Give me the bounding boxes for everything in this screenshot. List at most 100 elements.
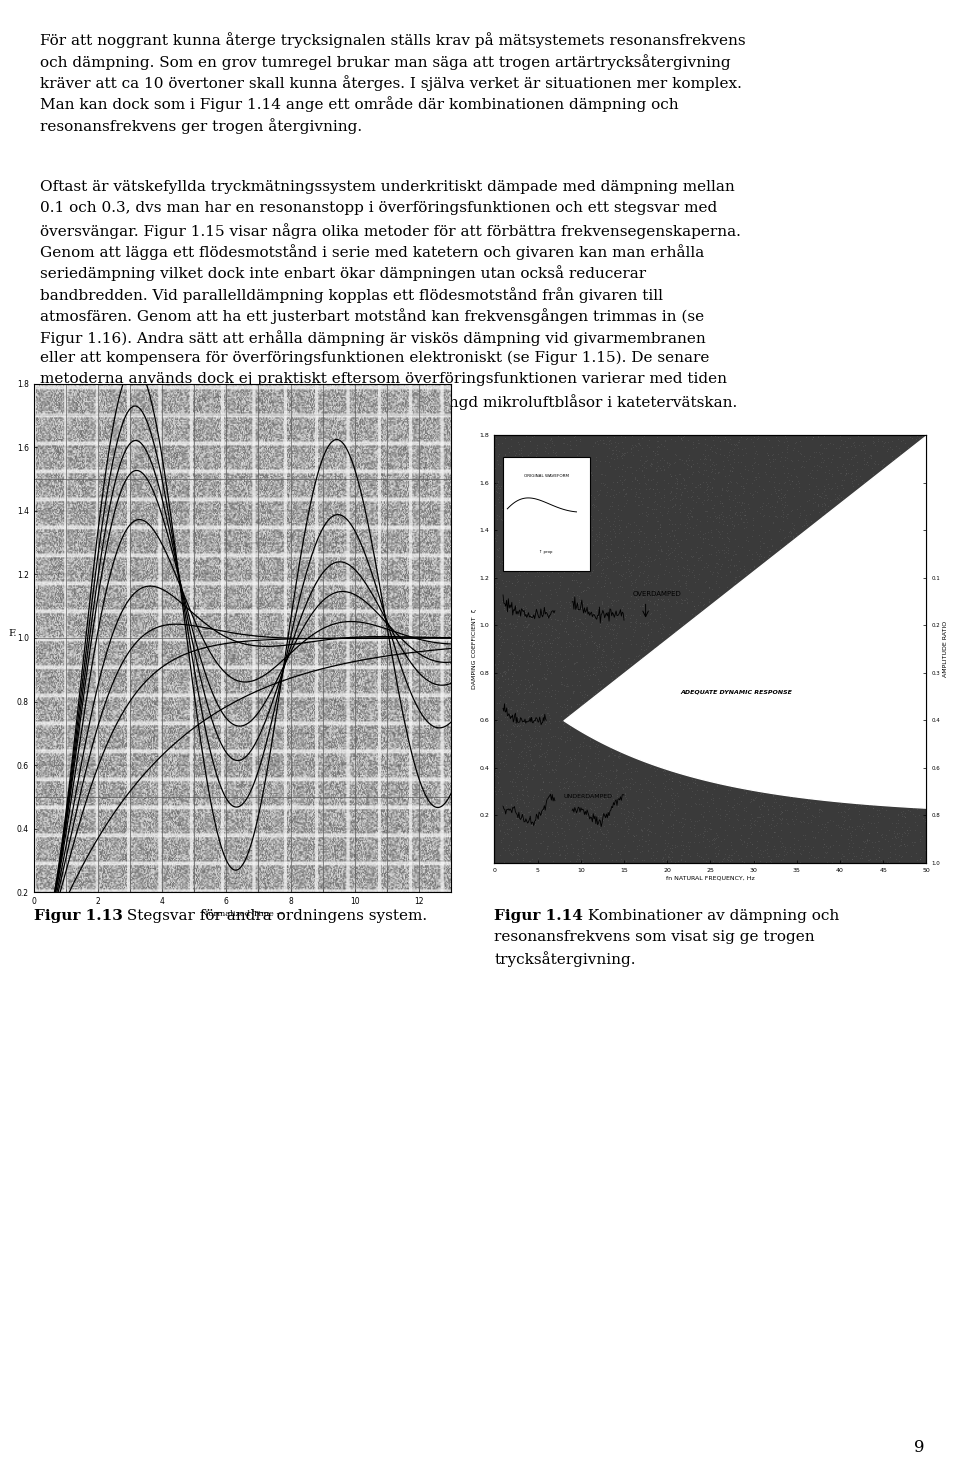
Point <box>660 816 676 839</box>
Point <box>709 560 725 584</box>
Point <box>747 560 762 584</box>
Point <box>791 534 806 558</box>
Point <box>542 435 558 459</box>
Point <box>640 823 656 847</box>
Point <box>784 652 800 676</box>
Point <box>898 478 913 502</box>
Point <box>765 442 780 466</box>
Point <box>797 541 812 565</box>
Point <box>772 701 787 724</box>
Point <box>848 681 863 705</box>
Point <box>526 690 541 714</box>
Point <box>674 650 689 674</box>
Point <box>516 711 531 735</box>
Point <box>636 553 652 577</box>
Point <box>790 827 805 851</box>
Point <box>587 848 602 872</box>
Point <box>692 472 708 496</box>
Point <box>765 462 780 485</box>
Point <box>722 653 737 677</box>
Point <box>856 738 872 761</box>
Point <box>592 817 608 841</box>
Point <box>744 820 759 844</box>
Point <box>621 801 636 825</box>
Point <box>710 665 726 689</box>
Point <box>740 491 756 515</box>
Point <box>489 538 504 562</box>
Point <box>753 655 768 678</box>
Point <box>805 696 821 720</box>
Point <box>878 438 894 462</box>
Point <box>753 599 768 622</box>
Point <box>738 844 754 867</box>
Point <box>805 804 821 827</box>
Point <box>603 649 618 673</box>
Point <box>790 681 805 705</box>
Point <box>569 829 585 853</box>
Point <box>711 575 727 599</box>
Point <box>641 628 657 652</box>
Point <box>668 471 684 494</box>
Point <box>522 799 538 823</box>
Point <box>753 589 768 612</box>
Point <box>915 618 930 642</box>
Point <box>634 819 649 842</box>
Point <box>917 807 932 830</box>
Point <box>492 819 508 842</box>
Point <box>534 630 549 653</box>
Point <box>588 774 604 798</box>
Point <box>787 723 803 746</box>
Point <box>585 773 600 796</box>
Point <box>892 584 907 608</box>
Point <box>636 718 651 742</box>
Point <box>872 530 887 553</box>
Point <box>563 631 578 655</box>
Point <box>915 609 930 633</box>
Point <box>630 789 645 813</box>
Point <box>646 670 661 693</box>
Point <box>516 560 532 584</box>
Point <box>905 639 921 662</box>
Point <box>889 658 904 681</box>
Point <box>572 692 588 715</box>
Point <box>824 751 839 774</box>
Point <box>710 825 726 848</box>
Point <box>737 454 753 478</box>
Point <box>910 577 925 600</box>
Point <box>671 733 686 757</box>
Point <box>857 683 873 707</box>
Point <box>737 726 753 749</box>
Point <box>742 789 757 813</box>
Point <box>731 634 746 658</box>
Point <box>733 500 749 524</box>
Point <box>563 478 578 502</box>
Point <box>677 631 692 655</box>
Point <box>754 788 769 811</box>
Point <box>494 808 510 832</box>
Point <box>901 448 917 472</box>
Point <box>631 502 646 525</box>
Point <box>696 680 711 704</box>
Point <box>500 484 516 507</box>
Point <box>856 817 872 841</box>
Point <box>515 519 530 543</box>
Point <box>774 848 789 872</box>
Point <box>771 583 786 606</box>
Point <box>555 522 570 546</box>
Point <box>784 709 800 733</box>
Point <box>656 711 671 735</box>
Point <box>848 721 863 745</box>
Point <box>494 664 510 687</box>
Point <box>902 453 918 476</box>
Point <box>587 695 602 718</box>
Point <box>626 597 641 621</box>
Point <box>623 658 638 681</box>
Point <box>577 621 592 645</box>
Point <box>874 522 889 546</box>
Point <box>552 472 567 496</box>
Point <box>744 711 759 735</box>
Point <box>844 847 859 870</box>
Point <box>814 774 829 798</box>
Point <box>805 766 821 789</box>
Point <box>881 785 897 808</box>
